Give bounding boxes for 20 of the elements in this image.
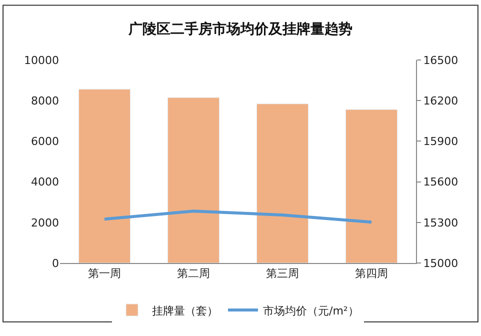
y2-tick-label: 15600 <box>423 176 458 189</box>
y-tick-label: 6000 <box>31 135 59 148</box>
line-series <box>103 210 373 224</box>
y2-tick-label: 15900 <box>423 135 458 148</box>
y-tick-label: 2000 <box>31 216 59 230</box>
y2-tick-label: 16500 <box>423 54 458 67</box>
x-tick-label: 第一周 <box>88 267 121 280</box>
x-tick-label: 第二周 <box>177 267 210 280</box>
y2-tick-label: 16200 <box>423 94 458 108</box>
x-tick-label: 第四周 <box>355 267 388 280</box>
legend-label: 挂牌量（套） <box>152 304 218 318</box>
chart-title: 广陵区二手房市场均价及挂牌量趋势 <box>128 20 352 38</box>
y2-tick-label: 15000 <box>423 256 458 270</box>
y-tick-label: 4000 <box>31 176 59 189</box>
y-tick-label: 10000 <box>24 54 59 67</box>
x-tick-label: 第三周 <box>266 267 299 280</box>
legend-label: 市场均价（元/m²） <box>263 304 359 318</box>
y2-tick-label: 15300 <box>423 216 458 230</box>
y-tick-label: 0 <box>52 256 59 270</box>
y-tick-label: 8000 <box>31 94 59 108</box>
